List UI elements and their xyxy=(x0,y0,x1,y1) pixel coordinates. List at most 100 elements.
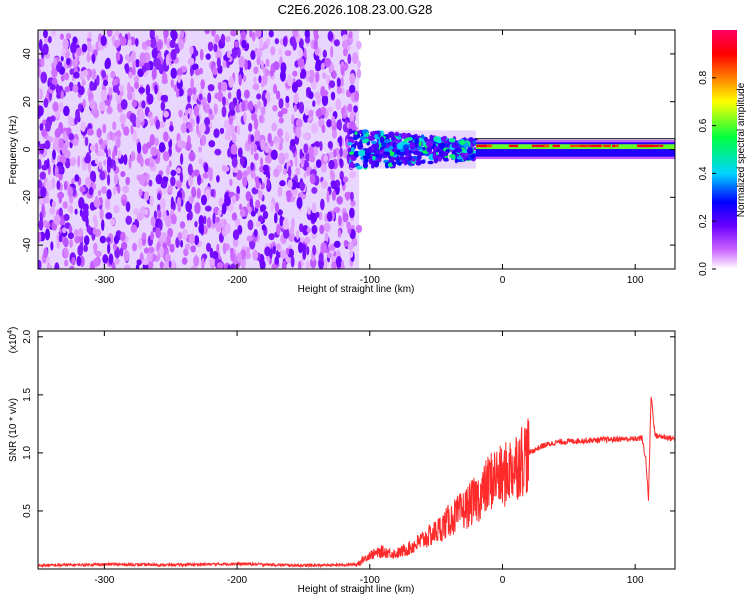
transition-speckle xyxy=(417,145,423,150)
noise-speckle xyxy=(38,159,42,170)
noise-speckle xyxy=(250,210,256,217)
colorbar: 0.0 0.2 0.4 0.6 0.8 Normalized spectral ampl… xyxy=(698,30,747,276)
noise-speckle xyxy=(342,212,349,223)
transition-speckle xyxy=(350,154,354,161)
noise-speckle xyxy=(262,164,269,172)
noise-speckle xyxy=(311,186,318,194)
noise-speckle xyxy=(76,47,82,57)
transition-speckle xyxy=(426,140,433,148)
transition-speckle xyxy=(371,140,377,144)
noise-speckle xyxy=(180,140,187,149)
noise-speckle xyxy=(133,75,140,83)
noise-speckle xyxy=(158,121,166,129)
noise-speckle xyxy=(298,260,302,269)
snr-x-tick-label: 100 xyxy=(627,575,644,586)
noise-speckle xyxy=(113,163,117,172)
noise-speckle xyxy=(169,125,174,132)
noise-speckle xyxy=(315,108,323,118)
noise-speckle xyxy=(100,35,107,47)
noise-speckle xyxy=(247,206,252,214)
noise-speckle xyxy=(236,125,241,136)
noise-speckle xyxy=(222,96,226,107)
noise-speckle xyxy=(345,192,350,201)
noise-speckle xyxy=(88,187,94,196)
noise-speckle xyxy=(291,217,295,229)
noise-speckle xyxy=(204,30,211,35)
noise-speckle xyxy=(149,195,154,207)
noise-speckle xyxy=(204,205,212,212)
transition-speckle xyxy=(348,128,353,135)
noise-speckle xyxy=(44,36,49,44)
noise-speckle xyxy=(179,67,183,77)
noise-speckle xyxy=(54,128,62,138)
noise-speckle xyxy=(170,48,177,61)
noise-speckle xyxy=(284,131,290,143)
noise-speckle xyxy=(153,137,159,147)
noise-speckle xyxy=(341,260,345,268)
noise-speckle xyxy=(178,109,183,118)
noise-speckle xyxy=(274,256,280,265)
noise-speckle xyxy=(280,249,287,260)
noise-speckle xyxy=(68,132,75,141)
noise-speckle xyxy=(353,105,358,113)
noise-speckle xyxy=(309,173,316,185)
noise-speckle xyxy=(347,37,353,44)
noise-speckle xyxy=(120,99,128,110)
noise-speckle xyxy=(339,135,343,148)
noise-speckle xyxy=(287,179,293,189)
noise-speckle xyxy=(298,38,304,49)
noise-speckle xyxy=(240,30,247,40)
noise-speckle xyxy=(46,158,50,169)
noise-speckle xyxy=(146,93,154,105)
noise-speckle xyxy=(190,245,196,253)
noise-speckle xyxy=(92,227,97,235)
noise-speckle xyxy=(54,262,60,269)
noise-speckle xyxy=(200,79,205,90)
noise-speckle xyxy=(230,30,238,37)
noise-speckle xyxy=(228,76,234,88)
noise-speckle xyxy=(322,72,327,79)
noise-speckle xyxy=(86,52,91,63)
noise-speckle xyxy=(51,200,56,208)
transition-speckle xyxy=(413,150,419,156)
noise-speckle xyxy=(155,174,163,185)
noise-speckle xyxy=(42,43,49,56)
noise-speckle xyxy=(150,146,158,157)
noise-speckle xyxy=(47,35,52,44)
noise-speckle xyxy=(301,157,305,166)
noise-speckle xyxy=(220,218,225,229)
noise-speckle xyxy=(215,49,222,61)
transition-speckle xyxy=(356,130,364,134)
noise-speckle xyxy=(285,95,290,104)
noise-speckle xyxy=(119,36,127,46)
noise-speckle xyxy=(205,242,212,252)
transition-speckle xyxy=(443,140,449,144)
noise-speckle xyxy=(322,49,328,58)
noise-speckle xyxy=(347,103,353,113)
noise-speckle xyxy=(171,259,176,269)
heatmap-x-tick-label: -300 xyxy=(94,275,114,286)
noise-speckle xyxy=(290,255,295,268)
noise-speckle xyxy=(311,122,319,134)
noise-speckle xyxy=(217,209,222,216)
signal-peak xyxy=(589,144,594,148)
noise-speckle xyxy=(83,207,89,219)
noise-speckle xyxy=(51,67,58,78)
noise-speckle xyxy=(346,221,351,230)
noise-speckle xyxy=(278,98,284,109)
transition-speckle xyxy=(438,148,444,156)
noise-speckle xyxy=(278,117,284,124)
noise-speckle xyxy=(149,134,155,146)
noise-speckle xyxy=(38,219,44,231)
noise-speckle xyxy=(38,88,41,100)
noise-speckle xyxy=(80,120,86,133)
noise-speckle xyxy=(339,158,343,165)
noise-speckle xyxy=(60,55,64,62)
noise-speckle xyxy=(49,207,56,215)
noise-speckle xyxy=(94,218,98,229)
noise-speckle xyxy=(231,48,238,59)
noise-speckle xyxy=(260,60,264,70)
noise-speckle xyxy=(125,176,131,186)
noise-speckle xyxy=(113,204,120,214)
noise-speckle xyxy=(160,101,166,112)
